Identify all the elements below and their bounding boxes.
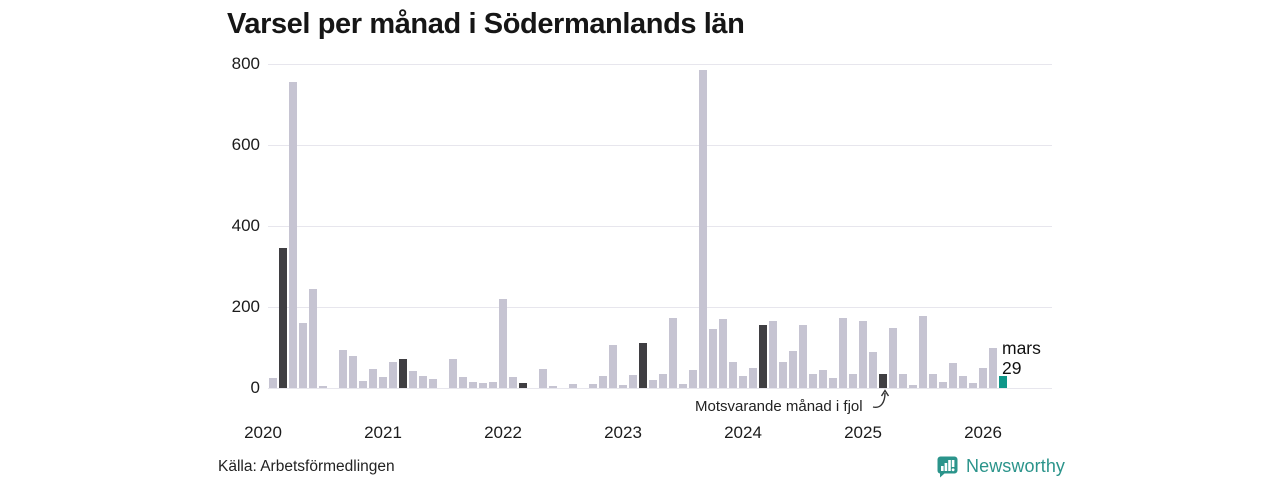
bar — [989, 347, 997, 388]
x-axis-year-label: 2024 — [724, 423, 762, 442]
gridline-y-800 — [268, 64, 1052, 65]
brand-footer: Newsworthy — [936, 455, 1065, 478]
gridline-y-200 — [268, 307, 1052, 308]
bar — [269, 377, 277, 388]
bar — [819, 369, 827, 388]
source-credit: Källa: Arbetsförmedlingen — [218, 458, 395, 475]
bar — [549, 385, 557, 388]
comparison-annotation: Motsvarande månad i fjol — [695, 398, 863, 415]
x-axis-year-label: 2026 — [964, 423, 1002, 442]
bar — [489, 381, 497, 388]
bar — [629, 375, 637, 388]
bar — [379, 377, 387, 388]
bar — [719, 319, 727, 388]
bar — [849, 373, 857, 388]
gridline-y-0 — [268, 388, 1052, 389]
bar — [929, 373, 937, 388]
bar — [889, 328, 897, 388]
x-axis-year-label: 2023 — [604, 423, 642, 442]
bar — [509, 377, 517, 388]
bar — [729, 361, 737, 388]
bar — [949, 363, 957, 388]
y-axis-tick-label: 600 — [231, 135, 260, 154]
bar — [419, 375, 427, 388]
gridline-y-400 — [268, 226, 1052, 227]
bar — [829, 377, 837, 388]
bar — [839, 317, 847, 388]
bar — [789, 350, 797, 388]
bar — [599, 375, 607, 388]
bar — [689, 370, 697, 388]
bar — [539, 368, 547, 388]
bar — [939, 381, 947, 388]
bar — [699, 70, 707, 388]
bar — [359, 380, 367, 388]
bar — [619, 385, 627, 388]
y-axis-tick-label: 0 — [250, 378, 260, 397]
bar — [319, 385, 327, 388]
bar — [389, 362, 397, 388]
bar — [499, 298, 507, 388]
x-axis-year-label: 2020 — [244, 423, 282, 442]
highlight-bar-mars-2020 — [279, 248, 287, 388]
bar — [869, 351, 877, 388]
brand-name: Newsworthy — [966, 456, 1066, 476]
bar — [749, 367, 757, 388]
bar — [309, 288, 317, 388]
bar — [969, 383, 977, 388]
current-month-name: mars — [1002, 338, 1041, 358]
bar — [409, 370, 417, 388]
y-axis-tick-label: 400 — [231, 216, 260, 235]
bar — [569, 383, 577, 388]
bar — [669, 317, 677, 388]
current-month-value: 29 — [1002, 358, 1022, 378]
bar — [369, 368, 377, 388]
bar — [469, 381, 477, 388]
bar — [449, 358, 457, 388]
bar — [909, 384, 917, 388]
bar — [289, 82, 297, 388]
bar — [859, 321, 867, 388]
x-axis-year-label: 2022 — [484, 423, 522, 442]
current-month-bar — [999, 376, 1007, 388]
bar — [979, 367, 987, 388]
bar — [589, 384, 597, 388]
bar — [649, 379, 657, 388]
bar — [769, 321, 777, 388]
bar — [659, 373, 667, 388]
bar — [299, 323, 307, 388]
chart-title: Varsel per månad i Södermanlands län — [227, 8, 745, 40]
highlight-bar-mars-2021 — [399, 358, 407, 388]
bar — [709, 329, 717, 388]
bar — [779, 362, 787, 388]
x-axis-year-label: 2021 — [364, 423, 402, 442]
y-axis-tick-label: 800 — [231, 54, 260, 73]
bar — [349, 355, 357, 388]
bar — [899, 373, 907, 388]
annotation-arrow-icon — [872, 389, 890, 409]
bar — [739, 375, 747, 388]
y-axis-tick-label: 200 — [231, 297, 260, 316]
highlight-bar-mars-2022 — [519, 383, 527, 388]
bar — [429, 379, 437, 388]
bar — [479, 383, 487, 388]
bar — [679, 383, 687, 388]
newsworthy-logo-icon — [937, 456, 958, 478]
current-month-label: mars 29 — [1002, 338, 1041, 378]
bar — [609, 345, 617, 388]
bar — [809, 373, 817, 388]
highlight-bar-mars-2024 — [759, 325, 767, 388]
bar — [799, 325, 807, 388]
highlight-bar-mars-2025 — [879, 373, 887, 388]
gridline-y-600 — [268, 145, 1052, 146]
bar — [459, 376, 467, 388]
bar — [919, 316, 927, 388]
x-axis-year-label: 2025 — [844, 423, 882, 442]
highlight-bar-mars-2023 — [639, 343, 647, 388]
bar — [339, 349, 347, 388]
bar — [959, 375, 967, 388]
